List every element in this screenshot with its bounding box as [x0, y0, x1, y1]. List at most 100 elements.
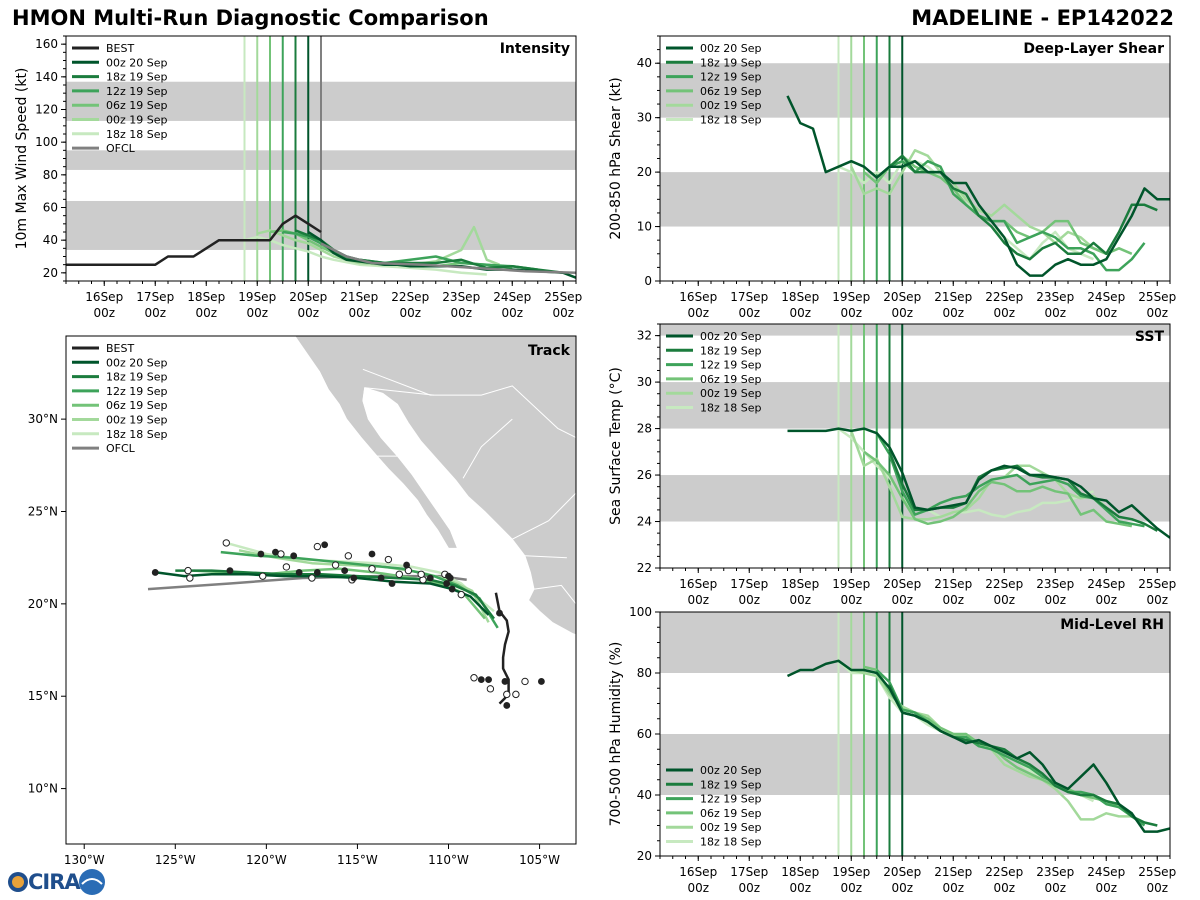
lon-tick-label-5: 105°W [519, 853, 560, 867]
xtick-hour-shear-4: 00z [891, 306, 913, 320]
ytick-label-shear-0: 0 [644, 274, 652, 288]
xtick-hour-shear-3: 00z [840, 306, 862, 320]
xtick-hour-sst-1: 00z [738, 593, 760, 607]
xtick-day-intensity-4: 20Sep [289, 290, 327, 304]
xtick-hour-intensity-4: 00z [297, 306, 319, 320]
xtick-hour-rh-4: 00z [891, 881, 913, 895]
lat-tick-label-0: 10°N [28, 782, 58, 796]
panel-track: 130°W 125°W 120°W 115°W 110°W 105°W 10°N 15°N 20… [28, 335, 577, 867]
legend-label-shear-4: 00z 19 Sep [700, 99, 762, 112]
track-marker-open [331, 561, 340, 569]
xtick-hour-sst-6: 00z [993, 593, 1015, 607]
plot-area-track [147, 336, 576, 709]
xtick-day-sst-8: 24Sep [1087, 577, 1125, 591]
xtick-hour-sst-7: 00z [1044, 593, 1066, 607]
series-rh-00z-20-Sep [786, 659, 1170, 833]
state-border-3 [462, 418, 513, 479]
xtick-hour-intensity-6: 00z [399, 306, 421, 320]
xtick-day-shear-8: 24Sep [1087, 290, 1125, 304]
ylabel-sst: Sea Surface Temp (°C) [608, 367, 624, 525]
state-border-5 [512, 492, 576, 540]
lat-tick-label-4: 30°N [28, 412, 58, 426]
xtick-day-rh-0: 16Sep [679, 865, 717, 879]
xtick-hour-shear-6: 00z [993, 306, 1015, 320]
panel-label-sst: SST [1135, 329, 1165, 345]
legend-label-intensity-5: 00z 19 Sep [106, 114, 168, 127]
ytick-label-shear-20: 20 [637, 165, 652, 179]
xtick-day-sst-1: 17Sep [730, 577, 768, 591]
ytick-label-intensity-20: 20 [43, 266, 58, 280]
track-marker-filled [350, 574, 358, 582]
ytick-label-rh-40: 40 [637, 788, 652, 802]
xtick-day-rh-2: 18Sep [781, 865, 819, 879]
xtick-day-shear-4: 20Sep [883, 290, 921, 304]
xtick-hour-rh-1: 00z [738, 881, 760, 895]
ytick-label-shear-40: 40 [637, 56, 652, 70]
panel-label-track: Track [528, 343, 571, 359]
xtick-hour-sst-3: 00z [840, 593, 862, 607]
lon-tick-label-3: 115°W [337, 853, 378, 867]
track-marker-filled [295, 569, 303, 576]
legend-label-rh-0: 00z 20 Sep [700, 764, 762, 777]
band-rh-1 [660, 612, 1170, 673]
xtick-hour-rh-5: 00z [942, 881, 964, 895]
legend-label-track-4: 06z 19 Sep [106, 399, 168, 412]
ytick-label-rh-80: 80 [637, 666, 652, 680]
track-marker-open [308, 574, 316, 582]
legend-label-track-6: 18z 18 Sep [106, 428, 168, 441]
xtick-day-shear-9: 25Sep [1138, 290, 1176, 304]
series-rh-12z-19-Sep [875, 669, 1146, 827]
xtick-hour-rh-7: 00z [1044, 881, 1066, 895]
xtick-hour-shear-1: 00z [738, 306, 760, 320]
xtick-day-intensity-5: 21Sep [340, 290, 378, 304]
xtick-hour-rh-0: 00z [687, 881, 709, 895]
legend-label-track-2: 18z 19 Sep [106, 371, 168, 384]
track-marker-filled [272, 548, 279, 556]
track-marker-open [457, 590, 465, 599]
legend-label-rh-5: 18z 18 Sep [700, 836, 762, 849]
xtick-hour-intensity-3: 00z [246, 306, 268, 320]
track-marker-filled [501, 678, 509, 685]
series-intensity-OFCL [320, 242, 576, 275]
ylabel-rh: 700-500 hPa Humidity (%) [608, 642, 624, 827]
series-shear-00z-19-Sep [850, 149, 1107, 255]
ytick-label-intensity-80: 80 [43, 168, 58, 182]
panel-label-rh: Mid-Level RH [1060, 617, 1164, 633]
xtick-hour-shear-5: 00z [942, 306, 964, 320]
track-marker-filled [321, 541, 329, 549]
legend-label-track-0: BEST [106, 342, 134, 355]
ytick-label-intensity-40: 40 [43, 233, 58, 247]
xtick-day-intensity-7: 23Sep [442, 290, 480, 304]
lon-tick-label-4: 110°W [428, 853, 469, 867]
xtick-day-shear-1: 17Sep [730, 290, 768, 304]
lat-tick-label-2: 20°N [28, 597, 58, 611]
band-shear-1 [660, 63, 1170, 118]
track-marker-filled [313, 569, 321, 576]
legend-label-rh-4: 00z 19 Sep [700, 821, 762, 834]
xtick-day-sst-6: 22Sep [985, 577, 1023, 591]
cira-logo: CIRA [6, 866, 106, 898]
legend-label-shear-5: 18z 18 Sep [700, 114, 762, 127]
xtick-day-sst-7: 23Sep [1036, 577, 1074, 591]
storm-title: MADELINE - EP142022 [911, 6, 1174, 30]
lon-tick-label-0: 130°W [64, 853, 105, 867]
xtick-day-intensity-6: 22Sep [391, 290, 429, 304]
xtick-hour-sst-8: 00z [1095, 593, 1117, 607]
xtick-hour-sst-2: 00z [789, 593, 811, 607]
xtick-day-shear-6: 22Sep [985, 290, 1023, 304]
series-sst-00z-20-Sep [787, 427, 1170, 539]
series-intensity-BEST [66, 214, 322, 266]
legend-label-sst-5: 18z 18 Sep [700, 402, 762, 415]
ytick-label-rh-60: 60 [637, 727, 652, 741]
track-marker-open [395, 570, 404, 578]
xtick-day-sst-5: 21Sep [934, 577, 972, 591]
xtick-hour-intensity-0: 00z [93, 306, 115, 320]
legend-label-sst-2: 12z 19 Sep [700, 359, 762, 372]
track-marker-open [186, 574, 194, 582]
track-marker-open [368, 565, 376, 573]
xtick-hour-sst-4: 00z [891, 593, 913, 607]
track-marker-filled [290, 552, 298, 560]
track-marker-filled [446, 574, 454, 582]
panel-shear: 0 10 20 30 40 16Sep 00z 17Sep 00z 18Sep 00z 19Sep 00… [608, 35, 1176, 320]
legend-label-intensity-7: OFCL [106, 142, 136, 155]
